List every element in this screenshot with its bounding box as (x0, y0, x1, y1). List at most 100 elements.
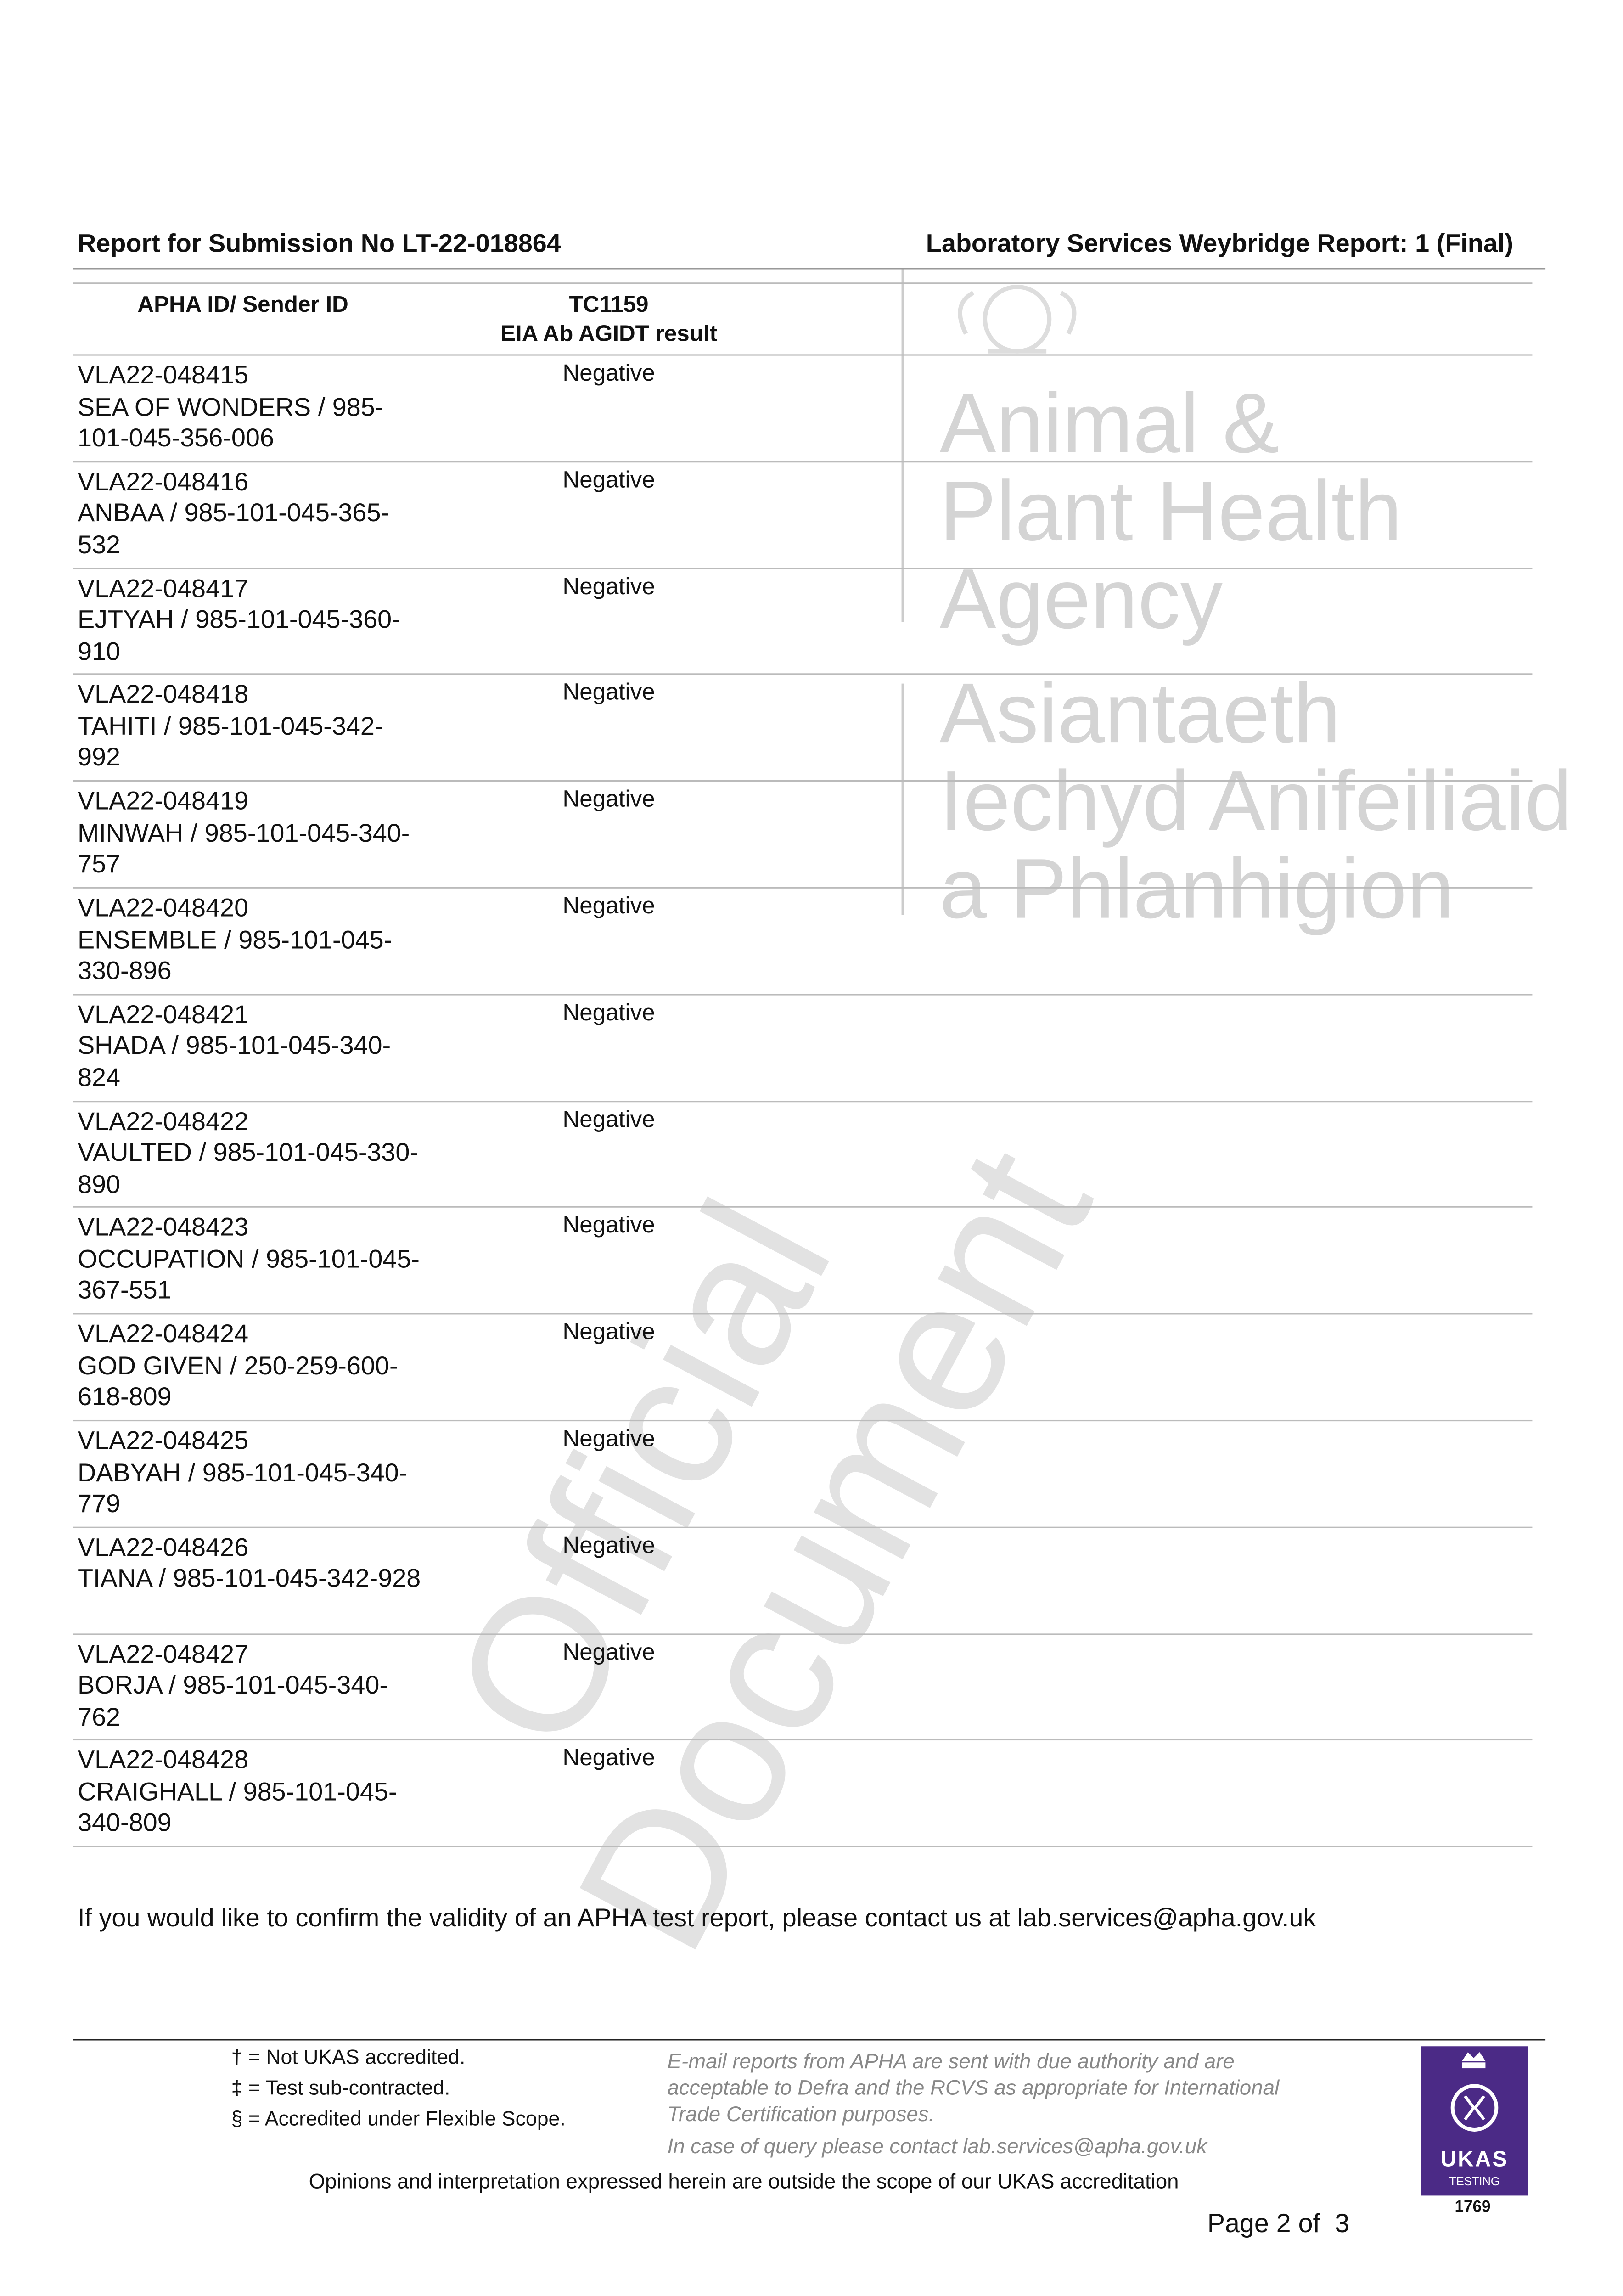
row-rule (73, 461, 1533, 462)
result: Negative (562, 1214, 655, 1239)
sender-id: SHADA / 985-101-045-340-824 (77, 1031, 391, 1092)
sample-id: VLA22-048421 (77, 999, 249, 1029)
rule (73, 282, 1533, 284)
row-rule (73, 1313, 1533, 1315)
sender-id: TAHITI / 985-101-045-342-992 (77, 711, 383, 772)
note: E-mail reports from APHA are sent with d… (668, 2049, 1280, 2161)
result: Negative (562, 361, 655, 387)
result: Negative (562, 468, 655, 493)
sample-id: VLA22-048426 (77, 1532, 249, 1562)
row-rule (73, 1739, 1533, 1741)
row-rule (73, 887, 1533, 889)
cell: VLA22-048415 SEA OF WONDERS / 985-101-045… (78, 360, 423, 455)
watermark-text: Iechyd Anifeiliaid (939, 754, 1572, 849)
watermark-bar (901, 268, 904, 622)
sample-id: VLA22-048422 (77, 1106, 249, 1136)
legend-item: § = Accredited under Flexible Scope. (231, 2106, 566, 2130)
result: Negative (562, 1320, 655, 1346)
cell: VLA22-048416 ANBAA / 985-101-045-365-532 (78, 467, 423, 561)
crest (958, 284, 1077, 354)
sample-id: VLA22-048428 (77, 1745, 249, 1775)
cell: VLA22-048426 TIANA / 985-101-045-342-928 (78, 1532, 423, 1595)
cell: VLA22-048425 DABYAH / 985-101-045-340-779 (78, 1426, 423, 1520)
sender-id: BORJA / 985-101-045-340-762 (77, 1670, 388, 1731)
sender-id: ANBAA / 985-101-045-365-532 (77, 498, 390, 559)
result: Negative (562, 1427, 655, 1452)
result: Negative (562, 1640, 655, 1666)
sender-id: ENSEMBLE / 985-101-045-330-896 (77, 924, 393, 985)
row-rule (73, 567, 1533, 569)
test-name: EIA Ab AGIDT result (500, 322, 718, 347)
note-line: acceptable to Defra and the RCVS as appr… (667, 2077, 1280, 2101)
footer-rule (73, 2039, 1546, 2041)
cell: VLA22-048420 ENSEMBLE / 985-101-045-330-8… (78, 893, 423, 987)
cell: VLA22-048418 TAHITI / 985-101-045-342-992 (78, 680, 423, 774)
ukas-name: UKAS (1440, 2147, 1509, 2172)
cell: VLA22-048422 VAULTED / 985-101-045-330-89… (78, 1106, 423, 1201)
sender-id: VAULTED / 985-101-045-330-890 (77, 1137, 419, 1199)
sender-id: CRAIGHALL / 985-101-045-340-809 (77, 1777, 397, 1838)
cell: VLA22-048423 OCCUPATION / 985-101-045-367… (78, 1213, 423, 1307)
result: Negative (562, 1001, 655, 1026)
note-line: Trade Certification purposes. (667, 2103, 935, 2127)
sample-id: VLA22-048417 (77, 573, 249, 602)
row-rule (73, 780, 1533, 782)
rule (73, 268, 1546, 270)
ukas-emblem (1450, 2052, 1499, 2132)
result: Negative (562, 894, 655, 919)
report-title: Report for Submission No LT-22-018864 (77, 228, 561, 258)
row-rule (73, 1846, 1533, 1848)
row-rule (73, 1633, 1533, 1635)
row-rule (73, 1206, 1533, 1209)
confirm-text: If you would like to confirm the validit… (77, 1902, 1316, 1932)
result: Negative (562, 788, 655, 813)
cell: VLA22-048417 EJTYAH / 985-101-045-360-910 (78, 573, 423, 668)
column-header: APHA ID/ Sender ID (137, 293, 348, 318)
rule (73, 354, 1533, 356)
row-rule (73, 1526, 1533, 1528)
sample-id: VLA22-048416 (77, 467, 249, 496)
result: Negative (562, 1107, 655, 1132)
watermark-text: Plant Health (939, 464, 1402, 559)
stamp: Official Document (359, 1064, 1131, 1982)
ukas-sub: TESTING (1449, 2175, 1500, 2189)
cell: VLA22-048421 SHADA / 985-101-045-340-824 (78, 999, 423, 1094)
row-rule (73, 1100, 1533, 1102)
legend-item: ‡ = Test sub-contracted. (231, 2076, 450, 2099)
note-line: E-mail reports from APHA are sent with d… (667, 2050, 1235, 2074)
sender-id: MINWAH / 985-101-045-340-757 (77, 817, 410, 879)
disclaimer: Opinions and interpretation expressed he… (309, 2171, 1179, 2195)
row-rule (73, 674, 1533, 675)
result: Negative (562, 574, 655, 600)
result: Negative (562, 681, 655, 706)
query: In case of query please contact lab.serv… (667, 2135, 1207, 2159)
row-rule (73, 1419, 1533, 1422)
ukas-number: 1769 (1455, 2198, 1491, 2217)
sample-id: VLA22-048415 (77, 360, 249, 389)
sender-id: OCCUPATION / 985-101-045-367-551 (77, 1244, 420, 1305)
sample-id: VLA22-048425 (77, 1425, 249, 1455)
sample-id: VLA22-048423 (77, 1212, 249, 1242)
test-code: TC1159 (569, 293, 649, 318)
sender-id: SEA OF WONDERS / 985-101-045-356-006 (77, 391, 384, 452)
watermark-text: a Phlanhigion (939, 841, 1454, 937)
watermark-bar (901, 683, 904, 915)
cell: VLA22-048424 GOD GIVEN / 250-259-600-618-… (78, 1319, 423, 1414)
column-header: TC1159 EIA Ab AGIDT result (462, 291, 755, 350)
watermark-text: Agency (939, 551, 1223, 647)
result: Negative (562, 1747, 655, 1772)
result: Negative (562, 1533, 655, 1559)
sender-id: GOD GIVEN / 250-259-600-618-809 (77, 1351, 398, 1412)
sender-id: TIANA / 985-101-045-342-928 (77, 1564, 421, 1593)
sender-id: EJTYAH / 985-101-045-360-910 (77, 604, 400, 666)
sample-id: VLA22-048418 (77, 680, 249, 709)
watermark-text: Animal & (939, 376, 1280, 472)
sample-id: VLA22-048427 (77, 1638, 249, 1668)
sample-id: VLA22-048419 (77, 786, 249, 816)
report-label: Laboratory Services Weybridge Report: 1 … (926, 228, 1513, 258)
cell: VLA22-048419 MINWAH / 985-101-045-340-757 (78, 786, 423, 881)
cell: VLA22-048428 CRAIGHALL / 985-101-045-340-… (78, 1745, 423, 1840)
sample-id: VLA22-048420 (77, 893, 249, 923)
